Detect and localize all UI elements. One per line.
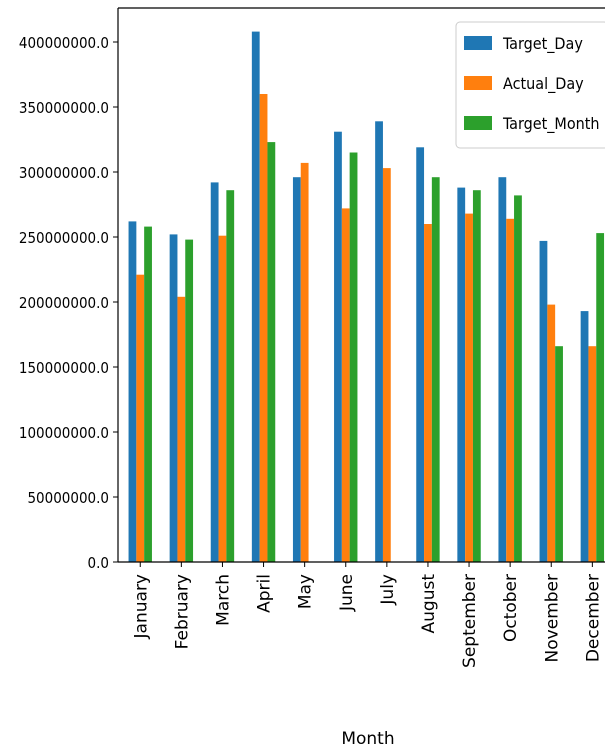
bar-actual-day-october bbox=[506, 218, 515, 563]
bar-group-july bbox=[375, 121, 391, 563]
bar-target-day-march bbox=[210, 182, 219, 562]
axes-group: 0.0 50000000.0 100000000.0 150000000.0 20000… bbox=[19, 7, 605, 749]
bar-target-month-june bbox=[349, 152, 358, 562]
x-tick-label: December bbox=[583, 574, 603, 662]
bar-target-day-september bbox=[457, 187, 466, 562]
bar-target-day-june bbox=[334, 131, 342, 562]
bar-actual-day-september bbox=[465, 213, 473, 562]
x-tick-label: January bbox=[131, 574, 151, 639]
bar-actual-day-march bbox=[218, 235, 227, 562]
bar-target-day-april bbox=[251, 31, 260, 563]
y-tick-label: 400000000.0 bbox=[19, 34, 109, 52]
x-tick-label: March bbox=[214, 574, 234, 626]
x-tick-label: February bbox=[172, 574, 192, 649]
x-tick-label: September bbox=[460, 574, 480, 668]
x-tick-label: August bbox=[419, 574, 439, 634]
bar-target-day-january bbox=[128, 221, 137, 562]
legend-swatch-target-month bbox=[464, 116, 492, 130]
legend-label: Target_Month bbox=[502, 114, 600, 134]
x-tick-label: May bbox=[296, 574, 316, 609]
bar-group-september bbox=[457, 187, 481, 562]
bar-actual-day-january bbox=[136, 274, 145, 562]
bar-target-day-july bbox=[375, 121, 383, 563]
bar-actual-day-june bbox=[341, 208, 350, 562]
bar-target-month-october bbox=[514, 195, 522, 562]
bar-group-october bbox=[498, 177, 522, 563]
bar-actual-day-december bbox=[588, 346, 597, 562]
bar-target-day-february bbox=[169, 234, 178, 562]
bar-group-march bbox=[210, 182, 235, 562]
x-tick-label: October bbox=[501, 574, 521, 642]
y-tick-label: 150000000.0 bbox=[19, 359, 109, 377]
legend-label: Actual_Day bbox=[503, 74, 584, 94]
bar-target-month-february bbox=[185, 239, 194, 562]
y-tick-label: 250000000.0 bbox=[19, 229, 109, 247]
bar-target-month-september bbox=[472, 190, 481, 562]
bar-actual-day-july bbox=[382, 168, 391, 562]
bar-target-day-august bbox=[416, 147, 425, 563]
bar-target-month-december bbox=[596, 233, 605, 562]
bar-target-month-january bbox=[144, 226, 152, 562]
x-axis-title: Month bbox=[341, 729, 394, 749]
x-tick-label: July bbox=[378, 574, 398, 606]
x-tick-label: April bbox=[255, 574, 275, 613]
bar-actual-day-april bbox=[259, 94, 268, 562]
x-tick-label: November bbox=[542, 574, 562, 662]
bar-target-month-november bbox=[555, 346, 563, 562]
bar-actual-day-february bbox=[177, 296, 186, 562]
y-tick-label: 50000000.0 bbox=[27, 489, 109, 507]
bar-target-month-august bbox=[431, 177, 440, 562]
bar-target-day-october bbox=[498, 177, 507, 562]
bar-actual-day-november bbox=[547, 304, 556, 562]
y-tick-label: 200000000.0 bbox=[19, 294, 109, 312]
bars-group bbox=[128, 31, 605, 563]
y-tick-label: 0.0 bbox=[88, 554, 109, 572]
bar-target-day-december bbox=[580, 311, 589, 562]
legend-box bbox=[455, 21, 605, 149]
bar-group-june bbox=[334, 131, 358, 562]
bar-target-day-november bbox=[539, 240, 548, 562]
bar-group-april bbox=[251, 31, 276, 563]
bar-group-january bbox=[128, 221, 152, 562]
legend-swatch-actual-day bbox=[464, 76, 492, 90]
legend-swatch-target-day bbox=[464, 36, 492, 50]
bar-actual-day-august bbox=[424, 224, 432, 562]
y-tick-label: 100000000.0 bbox=[19, 424, 109, 442]
bar-target-month-march bbox=[226, 190, 235, 562]
bar-group-december bbox=[580, 233, 605, 562]
bar-target-day-may bbox=[292, 177, 301, 562]
legend: Target_Day Actual_Day Target_Month bbox=[455, 21, 605, 149]
bar-group-may bbox=[292, 162, 309, 562]
bar-group-august bbox=[416, 147, 440, 563]
y-tick-label: 300000000.0 bbox=[19, 164, 109, 182]
bar-group-february bbox=[169, 234, 194, 562]
bar-target-month-april bbox=[267, 142, 276, 562]
legend-label: Target_Day bbox=[502, 34, 583, 54]
bar-group-november bbox=[539, 240, 563, 562]
bar-actual-day-may bbox=[300, 162, 309, 562]
y-tick-label: 350000000.0 bbox=[19, 99, 109, 117]
x-tick-label: June bbox=[337, 574, 357, 612]
